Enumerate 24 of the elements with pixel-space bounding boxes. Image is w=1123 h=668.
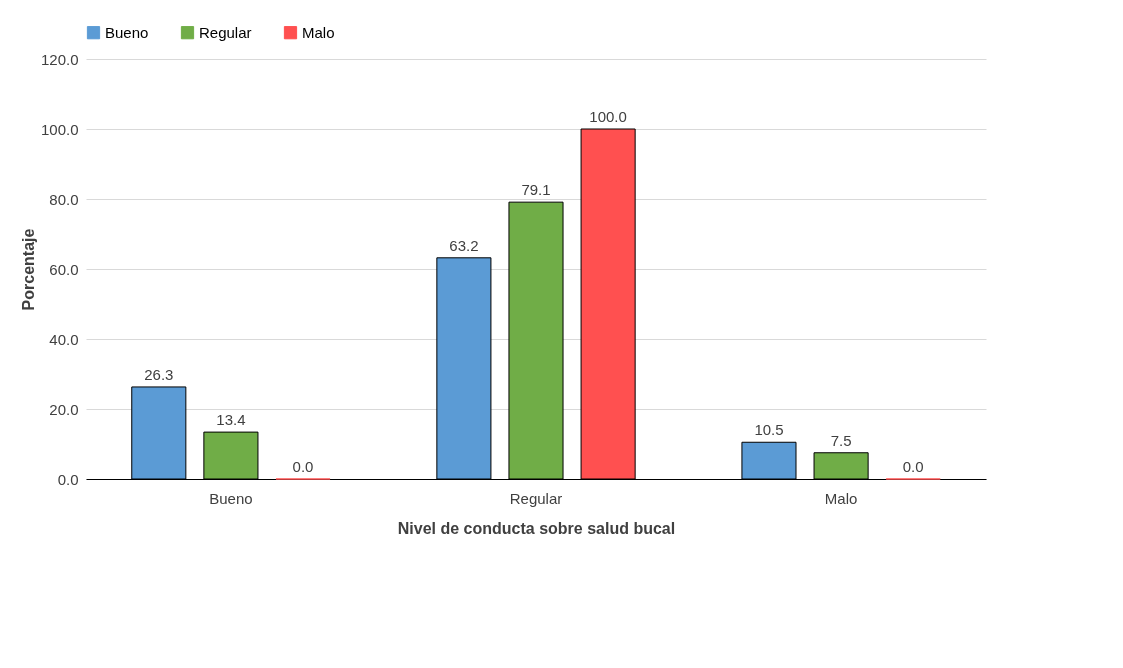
data-label: 63.2 [449, 236, 479, 254]
y-tick-label: 20.0 [49, 400, 79, 418]
x-tick-label: Regular [509, 489, 563, 507]
data-label: 26.3 [144, 365, 174, 383]
x-tick-label: Bueno [209, 489, 253, 507]
x-axis-title: Nivel de conducta sobre salud bucal [397, 519, 676, 537]
data-label: 79.1 [521, 181, 551, 199]
y-tick-label: 0.0 [57, 470, 79, 488]
legend-label: Regular [199, 23, 252, 41]
y-tick-label: 80.0 [49, 190, 79, 208]
legend-label: Malo [302, 23, 335, 41]
data-label: 7.5 [830, 431, 852, 449]
x-tick-label: Malo [824, 489, 858, 507]
data-label: 13.4 [216, 411, 246, 429]
data-label: 100.0 [589, 108, 627, 125]
legend-label: Bueno [105, 23, 149, 41]
y-tick-label: 60.0 [49, 260, 79, 278]
y-tick-label: 120.0 [40, 50, 79, 68]
y-tick-label: 100.0 [40, 120, 79, 138]
data-label: 10.5 [754, 421, 784, 439]
y-tick-label: 40.0 [49, 330, 79, 348]
data-label: 0.0 [292, 458, 314, 475]
y-axis-title: Porcentaje [19, 228, 37, 311]
data-label: 0.0 [902, 458, 924, 475]
